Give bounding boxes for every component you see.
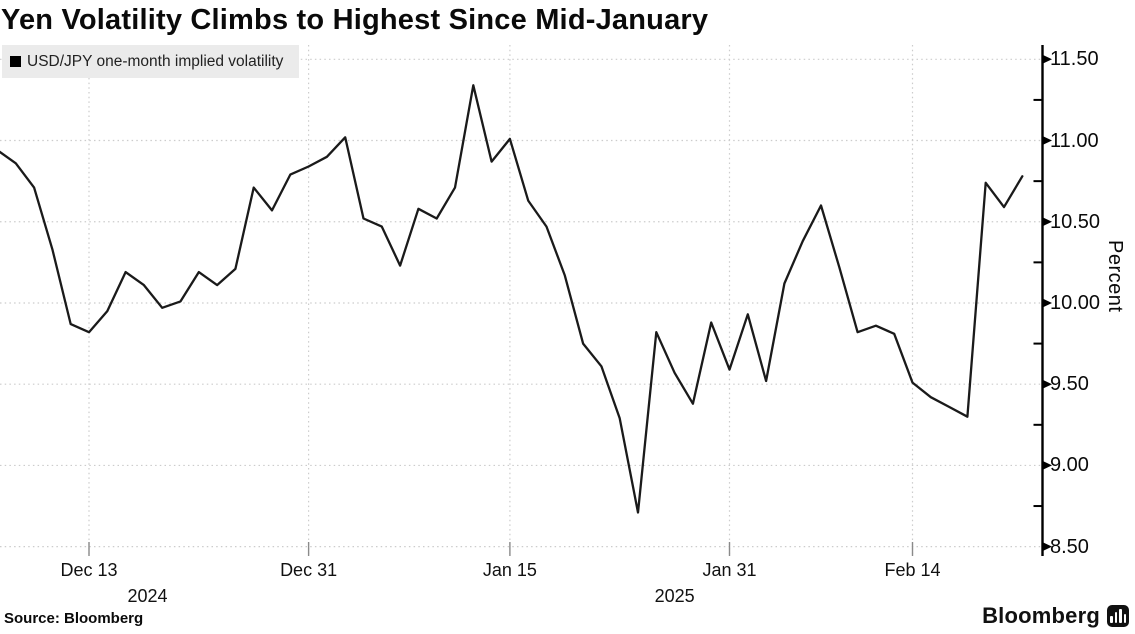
y-major-tick-arrow-icon: [1042, 136, 1052, 146]
x-tick-label: Dec 13: [60, 560, 118, 580]
y-tick-label: 10.50: [1050, 210, 1101, 233]
y-tick-label: 11.00: [1050, 129, 1099, 152]
x-tick-label: Dec 31: [280, 560, 338, 580]
y-tick-label: 8.50: [1050, 535, 1089, 558]
bloomberg-logo: Bloomberg: [982, 603, 1129, 629]
bar-chart-icon: [1107, 605, 1129, 627]
y-major-tick-arrow-icon: [1042, 379, 1052, 389]
y-major-tick-arrow-icon: [1042, 217, 1052, 227]
volatility-line-series: [0, 84, 1024, 514]
y-tick-label: 9.00: [1050, 454, 1089, 477]
y-tick-label: 9.50: [1050, 373, 1089, 396]
legend-label: USD/JPY one-month implied volatility: [27, 52, 284, 70]
x-tick-label: Feb 14: [884, 560, 941, 580]
bloomberg-wordmark: Bloomberg: [982, 603, 1100, 628]
chart-title: Yen Volatility Climbs to Highest Since M…: [1, 4, 709, 36]
y-tick-label: 10.00: [1050, 291, 1101, 314]
y-major-tick-arrow-icon: [1042, 298, 1052, 308]
plot-area: [0, 45, 1052, 556]
y-axis-title: Percent: [1104, 240, 1126, 313]
y-major-tick-arrow-icon: [1042, 460, 1052, 470]
legend: USD/JPY one-month implied volatility: [2, 45, 300, 78]
x-tick-label: Jan 15: [482, 560, 537, 580]
x-tick-label: Jan 31: [702, 560, 757, 580]
y-tick-label: 11.50: [1050, 48, 1099, 71]
x-year-label: 2025: [654, 586, 695, 606]
y-major-tick-arrow-icon: [1042, 542, 1052, 552]
legend-swatch-square-icon: [10, 56, 21, 67]
x-year-label: 2024: [127, 586, 168, 606]
y-major-tick-arrow-icon: [1042, 54, 1052, 64]
source-credit: Source: Bloomberg: [4, 610, 144, 627]
